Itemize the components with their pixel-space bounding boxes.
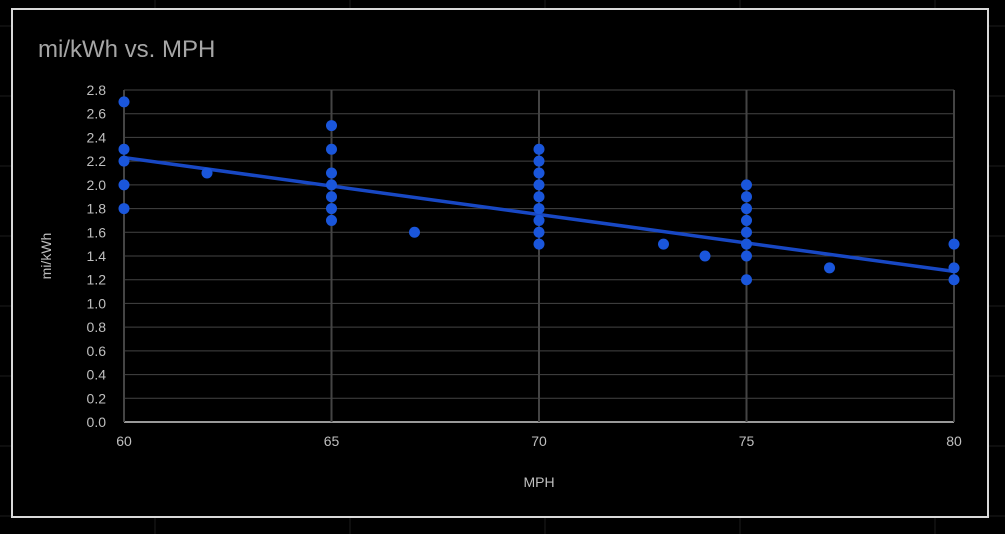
y-axis-label: mi/kWh xyxy=(38,233,54,280)
x-tick-label: 80 xyxy=(946,433,962,449)
y-tick-label: 1.8 xyxy=(87,201,107,217)
data-point xyxy=(741,179,752,191)
data-point xyxy=(409,226,420,238)
data-point xyxy=(326,214,337,226)
y-tick-label: 1.4 xyxy=(87,248,107,264)
data-point xyxy=(699,250,711,262)
data-point xyxy=(533,238,545,250)
y-tick-label: 0.2 xyxy=(87,390,107,406)
y-tick-label: 0.6 xyxy=(87,343,107,359)
trendline xyxy=(123,155,955,274)
data-point xyxy=(533,179,545,191)
data-point xyxy=(201,167,213,179)
data-point xyxy=(948,238,960,250)
y-tick-label: 1.0 xyxy=(87,295,107,311)
data-point xyxy=(741,226,752,238)
data-point xyxy=(326,203,337,215)
x-tick-label: 65 xyxy=(324,433,340,449)
data-point xyxy=(824,262,835,274)
data-point xyxy=(118,96,130,108)
data-point xyxy=(533,155,545,167)
data-point xyxy=(533,203,545,215)
x-tick-label: 70 xyxy=(531,433,547,449)
data-point xyxy=(326,167,337,179)
y-axis-ticks: 0.0 0.2 0.4 0.6 0.8 1.0 1.2 1.4 1.6 1.8 2.0 2.2 2.4 2… xyxy=(87,82,107,430)
data-point xyxy=(533,167,545,179)
data-point xyxy=(533,143,545,155)
data-point xyxy=(326,191,337,203)
data-point xyxy=(533,191,545,203)
x-tick-label: 75 xyxy=(739,433,755,449)
data-point xyxy=(326,143,337,155)
chart-container: mi/kWh vs. MPH xyxy=(11,8,989,518)
data-point xyxy=(741,214,752,226)
y-tick-label: 1.6 xyxy=(87,224,107,240)
data-points xyxy=(118,96,960,286)
data-point xyxy=(326,179,337,191)
y-tick-label: 0.0 xyxy=(87,414,107,430)
data-point xyxy=(118,203,130,215)
chart-title: mi/kWh vs. MPH xyxy=(38,36,216,63)
y-tick-label: 2.6 xyxy=(87,106,107,122)
data-point xyxy=(533,214,545,226)
x-axis-ticks: 60 65 70 75 80 xyxy=(116,433,962,449)
data-point xyxy=(741,203,752,215)
data-point xyxy=(741,250,752,262)
x-axis-label: MPH xyxy=(523,474,554,490)
data-point xyxy=(118,155,130,167)
data-point xyxy=(326,120,337,132)
data-point xyxy=(741,274,752,286)
data-point xyxy=(948,262,960,274)
y-tick-label: 2.0 xyxy=(87,177,107,193)
data-point xyxy=(741,191,752,203)
y-tick-label: 2.4 xyxy=(87,129,107,145)
y-tick-label: 2.2 xyxy=(87,153,107,169)
y-tick-label: 0.8 xyxy=(87,319,107,335)
y-tick-label: 2.8 xyxy=(87,82,107,98)
data-point xyxy=(533,226,545,238)
y-tick-label: 1.2 xyxy=(87,272,107,288)
y-tick-label: 0.4 xyxy=(87,367,107,383)
data-point xyxy=(658,238,669,250)
data-point xyxy=(741,238,752,250)
data-point xyxy=(948,274,960,286)
data-point xyxy=(118,179,130,191)
x-tick-label: 60 xyxy=(116,433,132,449)
data-point xyxy=(118,143,130,155)
